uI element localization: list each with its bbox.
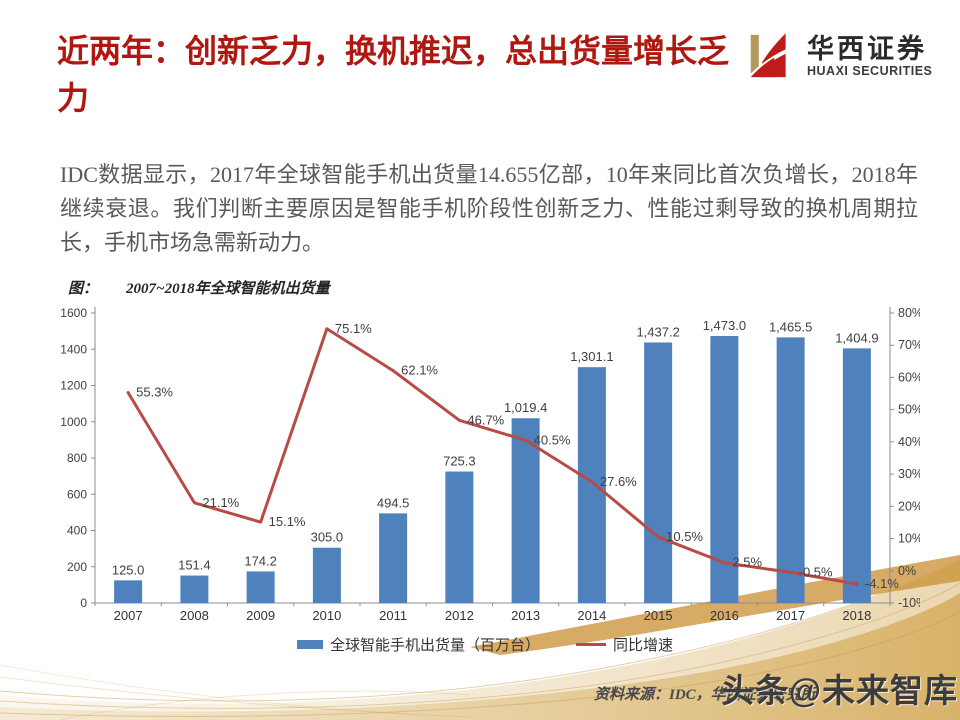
legend-label-growth: 同比增速 [613,638,674,654]
legend-label-shipments: 全球智能手机出货量（百万台） [329,638,540,654]
bar-series-swatch [296,640,323,649]
bar-value-label: 125.0 [112,562,145,577]
huaxi-logo: 华西证券 HUAXI SECURITIES [745,25,945,87]
bar [246,571,275,603]
right-tick-label: 20% [898,499,920,513]
huaxi-logo-text: 华西证券 HUAXI SECURITIES [807,34,932,79]
x-axis-label: 2007 [114,608,143,623]
left-tick-label: 1600 [60,306,87,320]
growth-line [126,327,859,586]
line-value-label: -0.5% [799,564,833,579]
line-value-label: 46.7% [467,412,504,427]
x-axis-label: 2013 [511,608,540,623]
right-tick-label: 40% [898,435,920,449]
line-value-label: 75.1% [335,321,372,336]
x-axis-label: 2012 [445,608,474,623]
x-axis-label: 2014 [577,608,606,623]
bar [577,367,606,603]
x-axis-label: 2010 [312,608,341,623]
bar [511,418,540,603]
left-tick-label: 600 [67,487,87,501]
line-series-swatch [576,643,606,646]
right-tick-label: 10% [898,532,920,546]
legend-item-growth: 同比增速 [576,634,673,655]
line-value-label: 15.1% [269,514,306,529]
left-tick-label: 1200 [60,379,87,393]
logo-name-cn: 华西证券 [807,33,927,64]
right-tick-label: 30% [898,467,920,481]
x-axis-label: 2011 [379,608,407,623]
bar [842,348,871,603]
line-value-label: 2.5% [732,555,762,570]
body-paragraph: IDC数据显示，2017年全球智能手机出货量14.655亿部，10年来同比首次负… [60,162,918,255]
right-tick-label: 60% [898,370,920,384]
bar [644,342,673,603]
page-title: 近两年：创新乏力，换机推迟，总出货量增长乏力 [57,33,730,116]
bar-value-label: 305.0 [311,530,344,545]
left-tick-label: 0 [80,596,87,610]
bar [379,513,408,603]
bar [180,575,209,603]
shipments-chart: 0 200 400 600 800 1000 1200 1400 1600 -10% 0% 10% 20… [50,296,927,630]
bar-value-label: 725.3 [443,454,476,469]
line-value-label: 10.5% [666,529,703,544]
bar-value-label: 1,473.0 [703,318,746,333]
logo-name-en: HUAXI SECURITIES [807,63,933,78]
bar-value-label: 174.2 [244,553,277,568]
bar-value-label: 151.4 [178,558,211,573]
x-axis-label: 2016 [710,608,739,623]
line-value-label: 40.5% [534,432,571,447]
x-axis-label: 2017 [776,608,805,623]
line-value-label: 55.3% [136,385,173,400]
bar-value-label: 1,437.2 [636,325,679,340]
right-tick-label: -10% [898,596,920,610]
legend-item-shipments: 全球智能手机出货量（百万台） [296,634,540,655]
line-value-label: -4.1% [865,576,899,591]
x-axis-label: 2018 [842,608,871,623]
figure-caption-prefix: 图： [68,281,99,297]
data-source-note: 资料来源：IDC，华西证券研究所 [594,687,816,703]
left-tick-label: 1400 [60,342,87,356]
x-axis-label: 2015 [644,608,673,623]
left-tick-label: 1000 [60,415,87,429]
figure-caption-text: 2007~2018年全球智能机出货量 [126,281,330,297]
watermark: 头条@未来智库 [720,672,958,709]
bar-value-label: 1,465.5 [769,319,812,334]
bar-value-label: 1,404.9 [835,330,878,345]
right-tick-label: 70% [898,338,920,352]
line-value-label: 62.1% [401,363,438,378]
bar-value-label: 494.5 [377,495,410,510]
bar-value-label: 1,019.4 [504,400,547,415]
line-value-label: 27.6% [600,474,637,489]
right-tick-label: 80% [898,306,920,320]
left-tick-label: 400 [67,524,87,538]
bar-value-label: 1,301.1 [570,349,613,364]
right-tick-label: 50% [898,403,920,417]
bar [114,580,143,603]
bar [445,471,474,603]
chart-legend: 全球智能手机出货量（百万台） 同比增速 [50,634,920,655]
left-tick-label: 800 [67,451,87,465]
chart-canvas: 0 200 400 600 800 1000 1200 1400 1600 -10% 0% 10% 20… [60,306,927,623]
line-value-label: 21.1% [202,495,239,510]
huaxi-logo-icon [745,33,792,82]
right-tick-label: 0% [898,564,916,578]
figure-caption: 图： 2007~2018年全球智能机出货量 [68,277,330,298]
left-tick-label: 200 [67,560,87,574]
x-axis-label: 2008 [180,608,209,623]
x-axis-label: 2009 [246,608,275,623]
bar [312,547,341,603]
bar [776,337,805,603]
